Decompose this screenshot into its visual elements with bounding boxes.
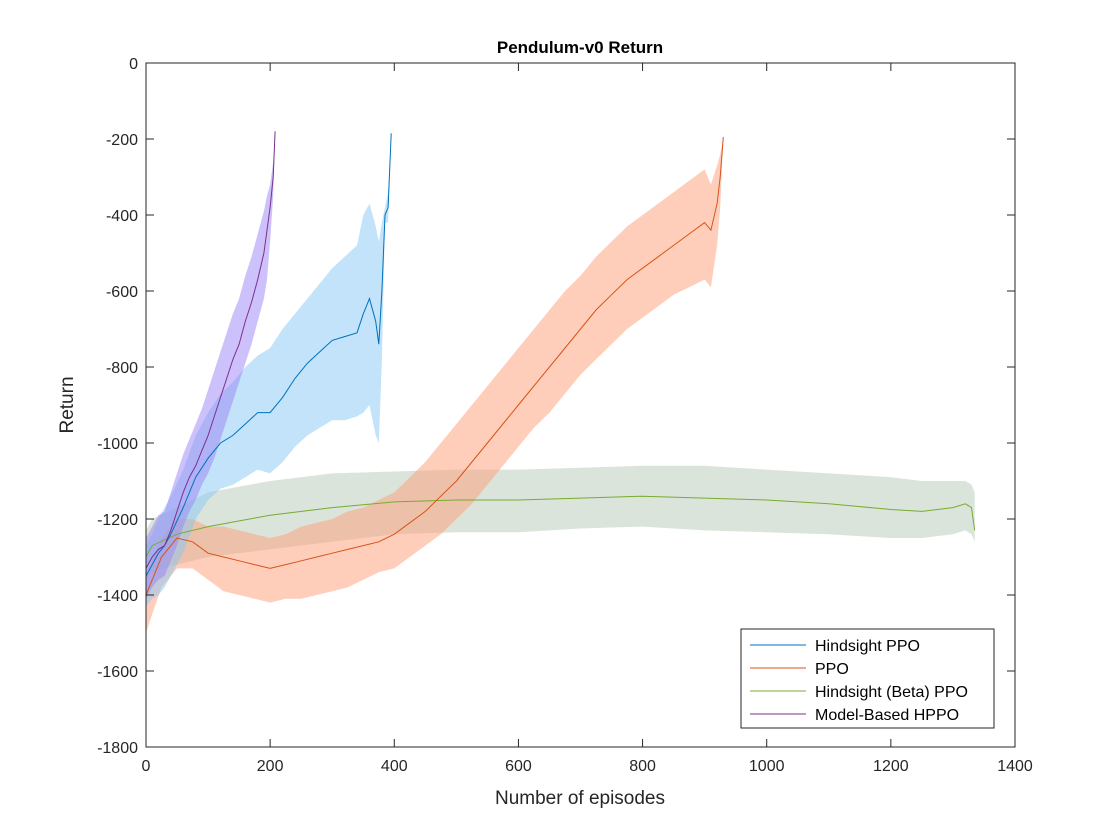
y-tick-label: -600 [106, 284, 138, 301]
y-tick-label: -1200 [97, 512, 138, 529]
x-tick-label: 600 [505, 758, 532, 775]
line-ppo [145, 137, 724, 596]
y-tick-label: 0 [129, 56, 138, 73]
line-model-based-hppo [145, 131, 276, 569]
band-ppo [146, 137, 724, 633]
y-tick-label: -1800 [97, 740, 138, 757]
y-tick-label: -800 [106, 360, 138, 377]
legend-label-hindsight-beta-ppo: Hindsight (Beta) PPO [815, 684, 968, 701]
line-hindsight-ppo [145, 133, 392, 577]
legend-label-hindsight-ppo: Hindsight PPO [815, 638, 920, 655]
x-tick-label: 400 [381, 758, 408, 775]
y-axis-ticks: 0 -200 -400 -600 -800 -1000 -1200 -1400 -1600 -18… [97, 56, 1015, 757]
band-model-based-hppo [146, 131, 276, 599]
y-axis-title: Return [57, 376, 78, 433]
legend: Hindsight PPO PPO Hindsight (Beta) PPO Mode… [740, 628, 995, 729]
x-tick-label: 1400 [997, 758, 1033, 775]
chart-title: Pendulum-v0 Return [497, 38, 663, 57]
legend-label-model-based-hppo: Model-Based HPPO [815, 707, 959, 724]
plot-box [145, 62, 1016, 748]
y-tick-label: -400 [106, 208, 138, 225]
line-hindsight-beta-ppo [145, 495, 976, 558]
x-tick-label: 200 [257, 758, 284, 775]
x-tick-label: 0 [142, 758, 151, 775]
legend-label-ppo: PPO [815, 661, 849, 678]
band-hindsight-ppo [146, 133, 392, 607]
x-tick-label: 800 [629, 758, 656, 775]
x-axis-title: Number of episodes [495, 788, 665, 809]
series-lines [145, 131, 976, 596]
y-tick-label: -1000 [97, 436, 138, 453]
x-tick-label: 1000 [749, 758, 785, 775]
confidence-bands [146, 131, 975, 633]
y-tick-label: -1600 [97, 664, 138, 681]
y-tick-label: -1400 [97, 588, 138, 605]
x-tick-label: 1200 [873, 758, 909, 775]
y-tick-label: -200 [106, 132, 138, 149]
band-hindsight-beta-ppo [146, 465, 975, 580]
x-axis-ticks: 0 200 400 600 800 1000 1200 1400 [142, 63, 1033, 775]
